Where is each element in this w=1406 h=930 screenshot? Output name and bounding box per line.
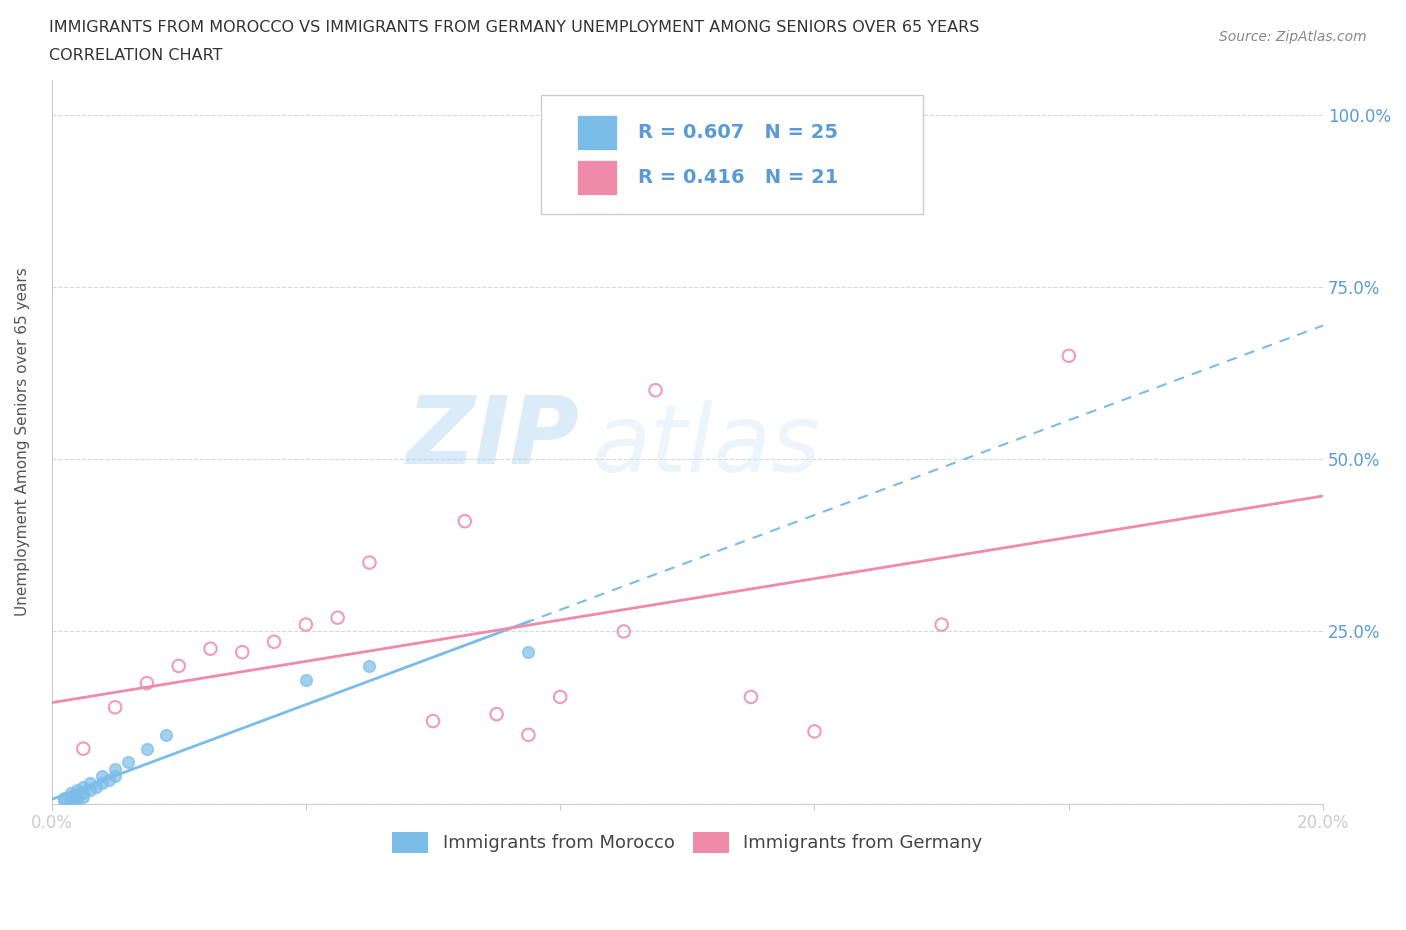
Point (84, 779, 107, 794)
Point (200, 642, 222, 657)
Point (517, 644, 540, 659)
Text: R = 0.416   N = 21: R = 0.416 N = 21 (638, 168, 838, 187)
Point (59, 786, 82, 801)
Point (359, 658, 381, 673)
FancyBboxPatch shape (576, 114, 617, 150)
Point (135, 741, 157, 756)
Point (326, 610, 349, 625)
Point (644, 383, 666, 398)
Point (72, 779, 94, 794)
Point (59, 793, 82, 808)
Text: CORRELATION CHART: CORRELATION CHART (49, 48, 222, 63)
Point (53, 793, 76, 808)
Text: R = 0.607   N = 25: R = 0.607 N = 25 (638, 123, 838, 141)
Text: atlas: atlas (592, 400, 820, 491)
Point (295, 618, 318, 632)
Point (454, 513, 477, 528)
Point (263, 634, 285, 649)
Point (104, 769, 127, 784)
Point (79, 776, 101, 790)
Point (485, 707, 508, 722)
Text: IMMIGRANTS FROM MOROCCO VS IMMIGRANTS FROM GERMANY UNEMPLOYMENT AMONG SENIORS OV: IMMIGRANTS FROM MOROCCO VS IMMIGRANTS FR… (49, 20, 980, 35)
Point (72, 786, 94, 801)
Point (295, 672, 318, 687)
FancyBboxPatch shape (541, 95, 922, 214)
Point (231, 644, 253, 659)
Point (53, 790, 76, 805)
Point (97, 772, 120, 787)
Point (517, 727, 540, 742)
Point (79, 782, 101, 797)
Legend: Immigrants from Morocco, Immigrants from Germany: Immigrants from Morocco, Immigrants from… (385, 825, 990, 860)
Point (117, 755, 139, 770)
Point (155, 727, 177, 742)
Point (613, 624, 636, 639)
Point (104, 700, 127, 715)
Point (104, 762, 127, 777)
Point (91, 769, 114, 784)
Point (359, 555, 381, 570)
Point (59, 790, 82, 804)
Point (548, 689, 571, 704)
Point (740, 689, 762, 704)
Point (72, 790, 94, 804)
Y-axis label: Unemployment Among Seniors over 65 years: Unemployment Among Seniors over 65 years (15, 268, 30, 617)
Point (167, 658, 190, 673)
Point (1057, 349, 1080, 364)
Point (72, 741, 94, 756)
FancyBboxPatch shape (576, 161, 617, 195)
Text: ZIP: ZIP (406, 392, 579, 485)
Point (66, 782, 89, 797)
Point (135, 676, 157, 691)
Text: Source: ZipAtlas.com: Source: ZipAtlas.com (1219, 30, 1367, 44)
Point (91, 776, 114, 790)
Point (931, 618, 953, 632)
Point (66, 790, 89, 804)
Point (803, 724, 825, 738)
Point (422, 713, 444, 728)
Point (66, 793, 89, 808)
